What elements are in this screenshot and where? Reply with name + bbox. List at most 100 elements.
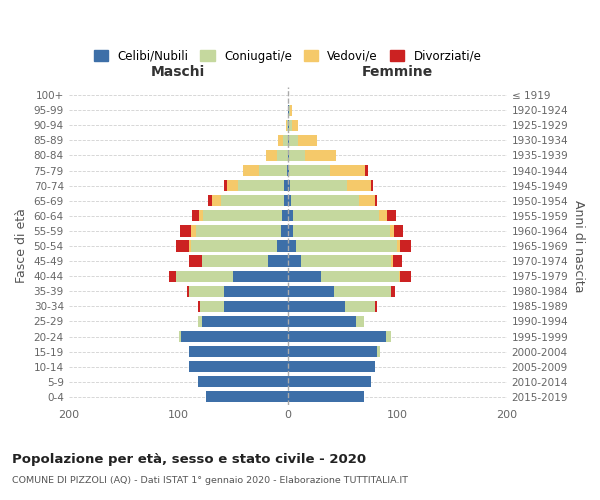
Bar (202, 316, 287, 327)
Bar (208, 195, 212, 206)
Bar (289, 104, 290, 116)
Bar (287, 376, 371, 388)
Bar (224, 180, 227, 192)
Bar (389, 226, 394, 236)
Bar (281, 226, 287, 236)
Bar (203, 210, 282, 222)
Bar (320, 270, 400, 282)
Bar (287, 270, 320, 282)
Bar (238, 180, 284, 192)
Bar (356, 316, 364, 327)
Bar (400, 270, 412, 282)
Bar (287, 300, 344, 312)
Bar (191, 226, 196, 236)
Text: COMUNE DI PIZZOLI (AQ) - Dati ISTAT 1° gennaio 2020 - Elaborazione TUTTITALIA.IT: COMUNE DI PIZZOLI (AQ) - Dati ISTAT 1° g… (12, 476, 408, 485)
Bar (198, 376, 287, 388)
Bar (287, 346, 377, 357)
Bar (287, 316, 356, 327)
Bar (268, 256, 287, 266)
Text: Femmine: Femmine (362, 66, 433, 80)
Bar (233, 270, 287, 282)
Bar (287, 226, 293, 236)
Bar (287, 286, 334, 297)
Bar (289, 120, 292, 131)
Y-axis label: Anni di nascita: Anni di nascita (572, 200, 585, 292)
Bar (259, 165, 287, 176)
Bar (301, 256, 391, 266)
Bar (181, 331, 287, 342)
Bar (189, 286, 224, 297)
Bar (290, 104, 292, 116)
Bar (199, 210, 203, 222)
Bar (289, 165, 331, 176)
Bar (181, 226, 191, 236)
Bar (287, 361, 376, 372)
Bar (397, 240, 400, 252)
Bar (287, 165, 289, 176)
Bar (400, 240, 412, 252)
Bar (198, 316, 202, 327)
Bar (196, 226, 281, 236)
Bar (289, 134, 298, 146)
Bar (287, 134, 289, 146)
Bar (376, 195, 377, 206)
Bar (292, 120, 298, 131)
Bar (289, 150, 305, 161)
Bar (169, 270, 176, 282)
Bar (287, 120, 289, 131)
Bar (293, 210, 379, 222)
Bar (376, 300, 377, 312)
Bar (179, 331, 181, 342)
Bar (291, 195, 359, 206)
Bar (305, 150, 336, 161)
Bar (388, 210, 396, 222)
Bar (379, 210, 388, 222)
Bar (286, 120, 287, 131)
Bar (266, 150, 277, 161)
Bar (359, 195, 376, 206)
Bar (189, 256, 202, 266)
Bar (176, 240, 189, 252)
Bar (287, 180, 290, 192)
Bar (287, 256, 301, 266)
Text: Maschi: Maschi (151, 66, 205, 80)
Bar (290, 180, 347, 192)
Bar (331, 165, 365, 176)
Bar (287, 391, 364, 402)
Bar (391, 286, 395, 297)
Bar (287, 104, 289, 116)
Bar (365, 165, 368, 176)
Bar (298, 134, 317, 146)
Bar (191, 240, 277, 252)
Bar (189, 240, 191, 252)
Bar (287, 150, 289, 161)
Bar (377, 346, 380, 357)
Bar (293, 226, 389, 236)
Bar (212, 195, 221, 206)
Bar (277, 150, 287, 161)
Text: Popolazione per età, sesso e stato civile - 2020: Popolazione per età, sesso e stato civil… (12, 452, 366, 466)
Bar (224, 286, 287, 297)
Bar (393, 256, 401, 266)
Bar (284, 180, 287, 192)
Bar (287, 240, 296, 252)
Bar (202, 256, 268, 266)
Bar (227, 180, 238, 192)
Bar (224, 300, 287, 312)
Bar (243, 165, 259, 176)
Legend: Celibi/Nubili, Coniugati/e, Vedovi/e, Divorziati/e: Celibi/Nubili, Coniugati/e, Vedovi/e, Di… (89, 45, 486, 68)
Bar (391, 256, 393, 266)
Bar (344, 300, 376, 312)
Bar (287, 210, 293, 222)
Bar (221, 195, 284, 206)
Bar (277, 240, 287, 252)
Bar (193, 210, 199, 222)
Bar (206, 391, 287, 402)
Bar (189, 361, 287, 372)
Bar (334, 286, 391, 297)
Bar (371, 180, 373, 192)
Bar (394, 226, 403, 236)
Y-axis label: Fasce di età: Fasce di età (15, 208, 28, 284)
Bar (176, 270, 233, 282)
Bar (287, 195, 291, 206)
